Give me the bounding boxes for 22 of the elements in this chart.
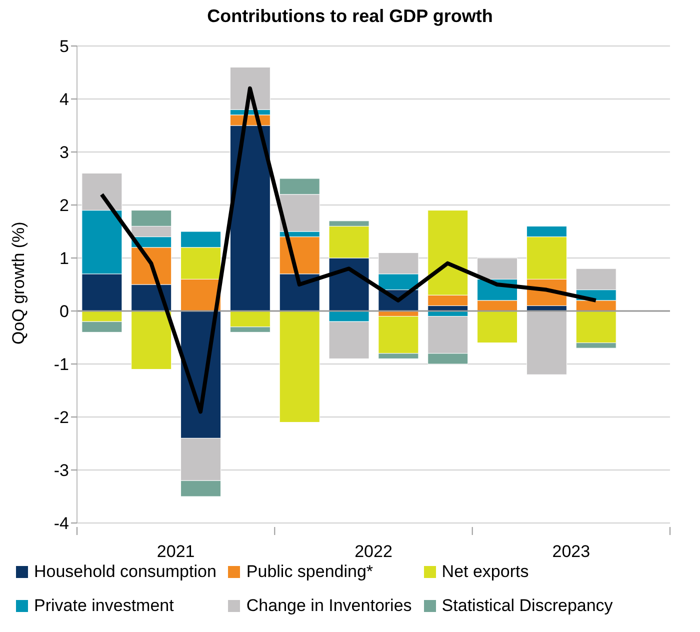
y-tick-label: 0: [60, 302, 69, 322]
y-axis-title: QoQ growth (%): [9, 222, 28, 344]
y-tick-label: 2: [60, 196, 69, 216]
legend-label: Public spending*: [246, 562, 374, 582]
legend-label: Change in Inventories: [246, 596, 412, 616]
y-tick-label: -4: [54, 514, 69, 534]
y-tick-label: 3: [60, 143, 69, 162]
y-tick-label: 5: [60, 37, 69, 56]
y-tick-label: -1: [54, 355, 69, 374]
legend-label: Household consumption: [34, 562, 216, 582]
legend-label: Statistical Discrepancy: [442, 596, 613, 616]
y-tick-label: -2: [54, 408, 69, 428]
text: 2021: [156, 542, 195, 561]
text: 2023: [552, 542, 590, 561]
chart-title: Contributions to real GDP growth: [206, 6, 494, 27]
legend-label: Private investment: [34, 596, 174, 616]
y-tick-label: -3: [54, 461, 69, 480]
line-series: [100, 86, 598, 414]
text: 2022: [354, 542, 392, 561]
y-tick-label: 1: [60, 249, 69, 268]
y-tick-label: 4: [60, 90, 69, 110]
legend-label: Net exports: [442, 562, 529, 582]
